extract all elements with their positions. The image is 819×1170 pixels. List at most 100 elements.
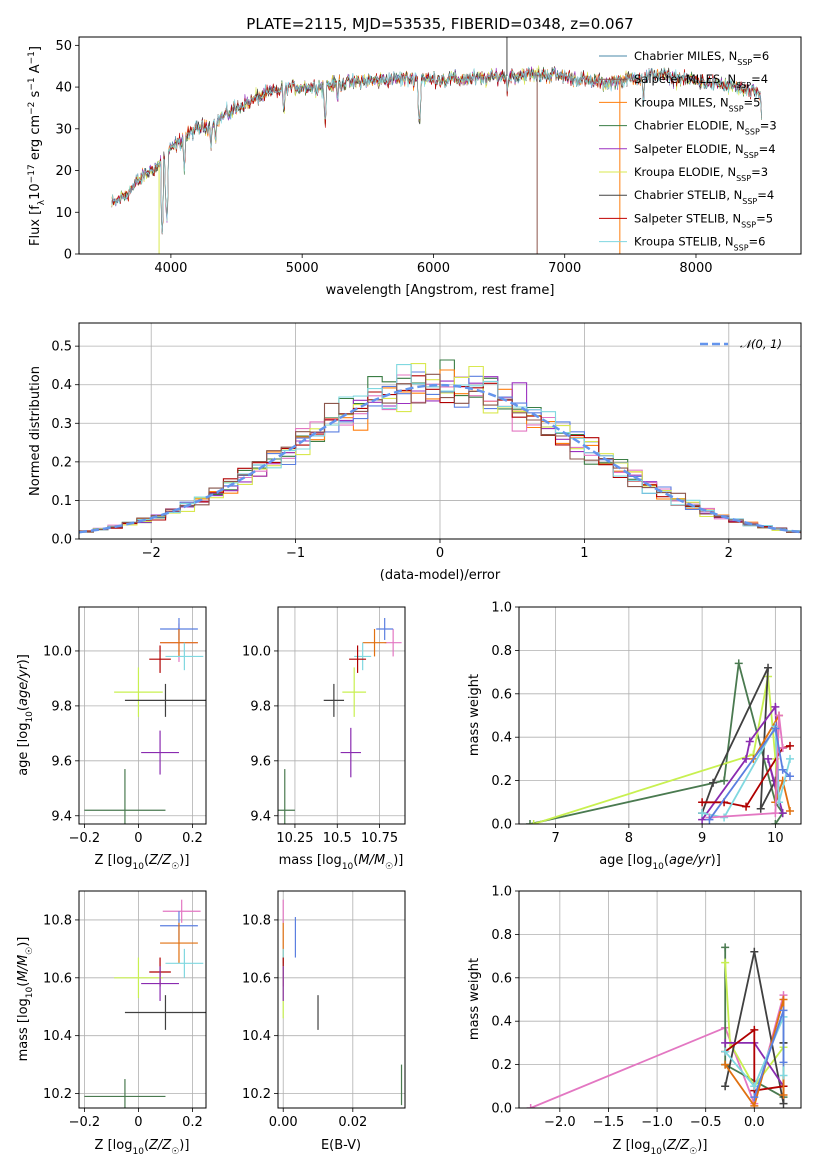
age-vs-Z-frame <box>78 606 207 825</box>
y-tick-label: 10.6 <box>242 971 271 986</box>
weight-marker <box>742 754 751 763</box>
weight-marker <box>721 1047 730 1056</box>
x-tick-label: 0.0 <box>744 1115 765 1130</box>
weight-marker <box>745 737 754 746</box>
mass-vs-Z-axes: −0.2 0 0.2 10.2 10.4 10.6 10.8 <box>43 891 206 1130</box>
y-tick-label: 1.0 <box>491 885 512 900</box>
age-vs-Z-axes: −0.2 0 0.2 9.4 9.6 9.8 10.0 <box>43 607 206 846</box>
weight-marker <box>756 804 765 813</box>
weight-line <box>709 715 784 819</box>
weight-age-ylabel: mass weight <box>467 674 482 756</box>
plot-layer: 4000 5000 6000 7000 800001020304050wavelengt… <box>16 36 802 1157</box>
x-tick-label: 0.02 <box>338 1115 367 1130</box>
legend-label: Salpeter ELODIE, NSSP=4 <box>634 142 776 160</box>
y-tick-label: 10 <box>55 206 72 221</box>
x-tick-label: −1.0 <box>641 1115 673 1130</box>
x-tick-label: 0.2 <box>182 831 203 846</box>
weight-marker <box>786 754 795 763</box>
y-tick-label: 9.8 <box>250 699 271 714</box>
weight-marker <box>779 995 788 1004</box>
spectrum-axes: 4000 5000 6000 7000 8000 0 10 20 30 40 50 <box>55 39 712 276</box>
weight-marker <box>698 798 707 807</box>
mass-vs-Z-frame <box>78 890 207 1109</box>
y-tick-label: 10.6 <box>43 971 72 986</box>
spectrum-line <box>111 66 762 234</box>
legend-label: Salpeter STELIB, NSSP=5 <box>634 211 773 229</box>
x-tick-label: 10.5 <box>323 831 352 846</box>
x-tick-label: −1 <box>286 546 305 561</box>
weight-marker <box>709 778 718 787</box>
y-tick-label: 0.2 <box>51 455 72 470</box>
y-tick-label: 30 <box>55 122 72 137</box>
spectrum-plot <box>111 37 762 254</box>
y-tick-label: 0.4 <box>491 1015 512 1030</box>
y-tick-label: 0.0 <box>491 1102 512 1117</box>
gaussian-curve <box>79 383 801 534</box>
weight-line <box>724 962 785 1088</box>
age-z-ylabel: age [log10(age/yr)] <box>16 654 35 776</box>
weight-marker <box>779 1071 788 1080</box>
age-vs-mass-frame <box>277 606 406 825</box>
weight-marker <box>720 776 729 785</box>
weight-marker <box>764 663 773 672</box>
x-tick-label: 0.2 <box>182 1115 203 1130</box>
histogram-ylabel: Normed distribution <box>28 366 43 496</box>
weight-marker <box>779 1006 788 1015</box>
legend-label: Kroupa STELIB, NSSP=6 <box>634 235 765 253</box>
mass-vs-ebv-axes: 0.00 0.02 10.2 10.4 10.6 10.8 <box>242 891 405 1130</box>
weight-marker <box>750 1093 759 1102</box>
x-tick-label: 8 <box>625 831 633 846</box>
x-tick-label: 6000 <box>417 261 450 276</box>
weight-marker <box>778 809 787 818</box>
y-tick-label: 10.8 <box>242 913 271 928</box>
age-mass-xlabel: mass [log10(M/M☉)] <box>279 853 404 872</box>
weight-marker <box>721 1082 730 1091</box>
legend-label: Chabrier ELODIE, NSSP=3 <box>634 119 777 137</box>
spectrum-ylabel: Flux [fλ10−17 erg cm−2 s−1 A−1] <box>27 46 47 246</box>
mass-weight-vs-Z-frame <box>518 890 802 1109</box>
legend-label: Kroupa ELODIE, NSSP=3 <box>634 165 768 183</box>
y-tick-label: 0.8 <box>491 644 512 659</box>
weight-marker <box>771 809 780 818</box>
y-tick-label: 50 <box>55 39 72 54</box>
spectrum-legend: Chabrier MILES, NSSP=6 Salpeter MILES, NS… <box>599 49 777 252</box>
x-tick-label: 5000 <box>286 261 319 276</box>
y-tick-label: 10.2 <box>242 1087 271 1102</box>
y-tick-label: 9.4 <box>51 809 72 824</box>
y-tick-label: 20 <box>55 164 72 179</box>
y-tick-label: 1.0 <box>491 601 512 616</box>
y-tick-label: 0.4 <box>51 378 72 393</box>
legend-label: Chabrier STELIB, NSSP=4 <box>634 188 774 206</box>
weight-marker <box>779 1058 788 1067</box>
y-tick-label: 9.6 <box>51 754 72 769</box>
x-tick-label: 8000 <box>679 261 712 276</box>
y-tick-label: 0.3 <box>51 417 72 432</box>
x-tick-label: 1 <box>580 546 588 561</box>
weight-marker <box>721 958 730 967</box>
weight-marker <box>764 754 773 763</box>
weight-marker <box>526 1104 535 1108</box>
y-tick-label: 0.4 <box>491 731 512 746</box>
x-tick-label: −2 <box>142 546 161 561</box>
legend-label: Kroupa MILES, NSSP=5 <box>634 95 760 113</box>
mass-ebv-xlabel: E(B-V) <box>321 1138 361 1153</box>
x-tick-label: 2 <box>725 546 733 561</box>
weight-marker <box>742 802 751 811</box>
y-tick-label: 40 <box>55 81 72 96</box>
x-tick-label: −1.5 <box>593 1115 625 1130</box>
weight-marker <box>771 702 780 711</box>
histogram-step <box>79 373 801 535</box>
weight-marker <box>750 1025 759 1034</box>
figure-title: PLATE=2115, MJD=53535, FIBERID=0348, z=0… <box>246 15 633 33</box>
y-tick-label: 10.4 <box>43 1029 72 1044</box>
x-tick-label: 0.00 <box>269 1115 298 1130</box>
x-tick-label: 7 <box>551 831 559 846</box>
weight-z-xlabel: Z [log10(Z/Z☉)] <box>613 1138 708 1157</box>
age-z-xlabel: Z [log10(Z/Z☉)] <box>95 853 190 872</box>
weight-z-ylabel: mass weight <box>467 958 482 1040</box>
y-tick-label: 10.4 <box>242 1029 271 1044</box>
residual-histogram-plot <box>79 359 801 535</box>
x-tick-label: 0 <box>436 546 444 561</box>
x-tick-label: 10.25 <box>276 831 313 846</box>
